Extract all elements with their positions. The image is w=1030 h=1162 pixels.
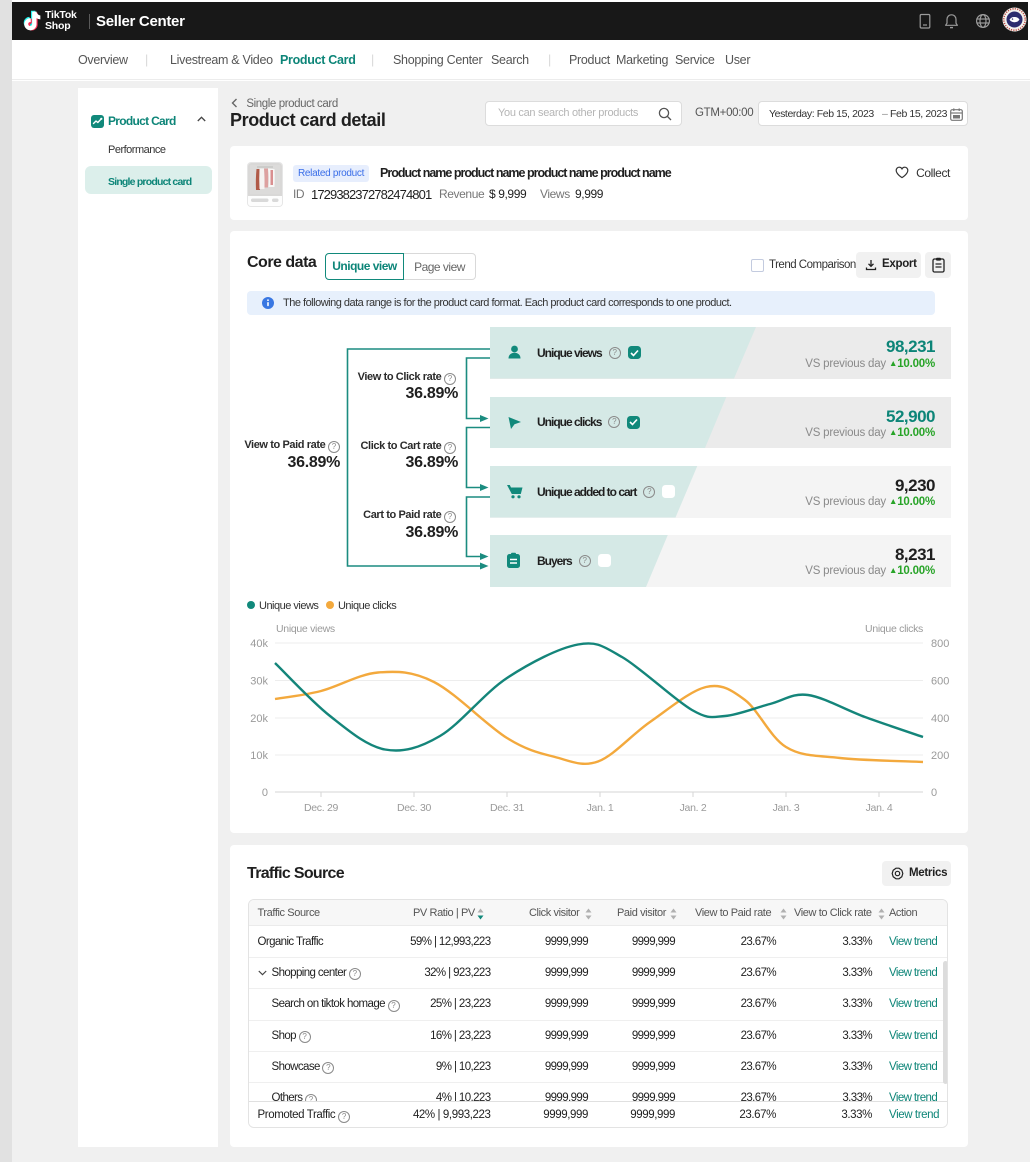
svg-text:200: 200 xyxy=(931,750,949,762)
svg-text:Jan. 2: Jan. 2 xyxy=(680,802,707,814)
svg-text:400: 400 xyxy=(931,713,949,725)
svg-text:Jan. 3: Jan. 3 xyxy=(773,802,800,814)
svg-text:Unique clicks: Unique clicks xyxy=(865,623,923,635)
svg-text:0: 0 xyxy=(931,787,937,799)
svg-text:Dec. 29: Dec. 29 xyxy=(304,802,339,814)
svg-text:40k: 40k xyxy=(250,638,268,650)
svg-text:Unique views: Unique views xyxy=(276,623,335,635)
svg-text:800: 800 xyxy=(931,638,949,650)
svg-text:Dec. 30: Dec. 30 xyxy=(397,802,432,814)
svg-text:600: 600 xyxy=(931,676,949,688)
svg-text:20k: 20k xyxy=(250,713,268,725)
svg-text:0: 0 xyxy=(262,787,268,799)
svg-text:Jan. 1: Jan. 1 xyxy=(587,802,614,814)
svg-text:Dec. 31: Dec. 31 xyxy=(490,802,525,814)
svg-text:30k: 30k xyxy=(250,676,268,688)
svg-text:Jan. 4: Jan. 4 xyxy=(866,802,893,814)
svg-text:10k: 10k xyxy=(250,750,268,762)
